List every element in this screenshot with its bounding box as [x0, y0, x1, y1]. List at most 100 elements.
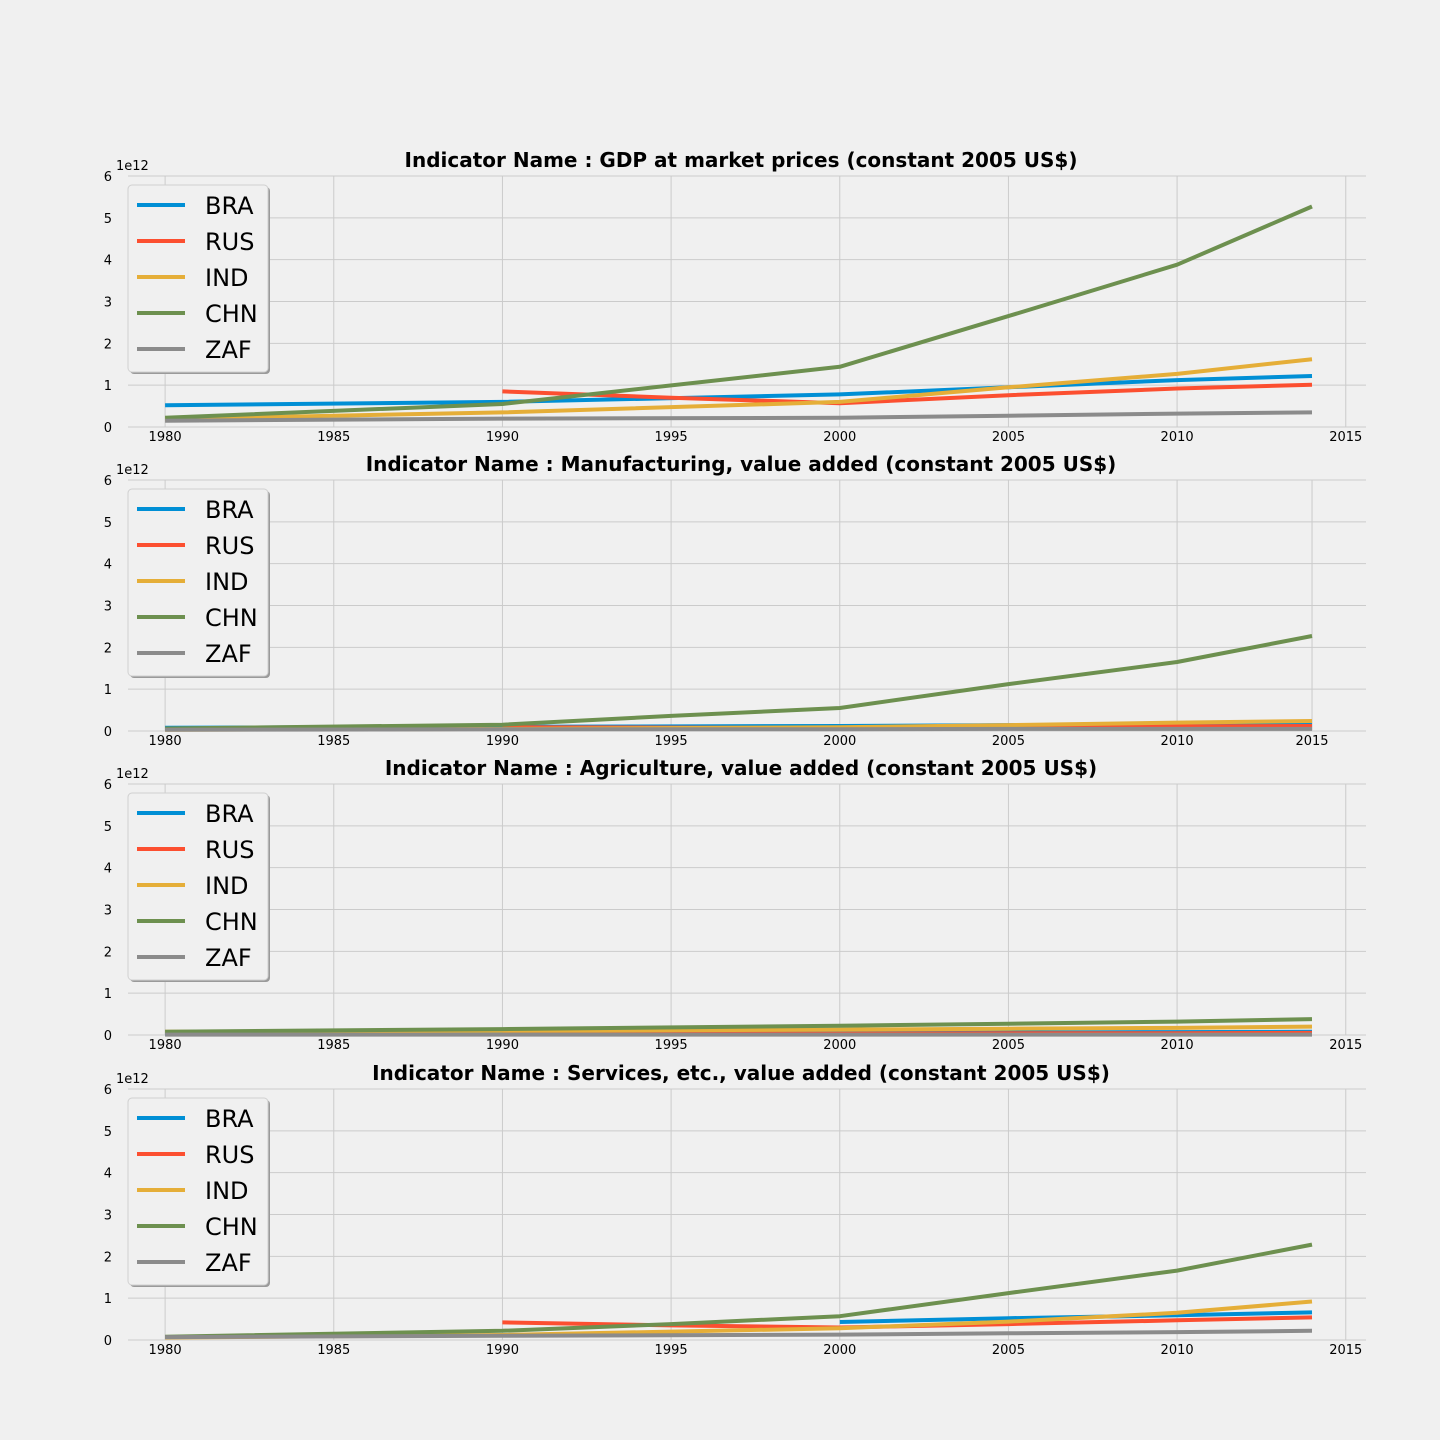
- y-tick-label: 3: [104, 904, 112, 919]
- x-tick-label: 2000: [823, 430, 856, 445]
- legend-label: ZAF: [205, 944, 252, 972]
- legend-label: BRA: [205, 192, 254, 220]
- series-line-rus: [502, 382, 1313, 406]
- legend-label: ZAF: [205, 336, 252, 364]
- y-tick-label: 4: [104, 254, 112, 269]
- series-line-bra: [165, 374, 1313, 408]
- x-tick-label: 1995: [655, 1038, 688, 1053]
- y-tick-label: 6: [104, 778, 112, 793]
- y-tick-label: 5: [104, 212, 112, 227]
- x-tick-label: 1985: [317, 1038, 350, 1053]
- legend: BRA RUS IND CHN ZAF: [127, 1097, 270, 1287]
- legend-label: RUS: [205, 532, 254, 560]
- x-tick-label: 1980: [149, 734, 182, 749]
- y-tick-label: 4: [104, 558, 112, 573]
- y-offset-text: 1e12: [116, 1072, 149, 1087]
- chart-panel-3: 0 1 2 3 4 5 6 1980 1985 1990 1995 2000 2005 2010 2015 1…: [104, 756, 1366, 1053]
- x-tick-label: 1990: [486, 734, 519, 749]
- y-tick-label: 0: [104, 1029, 112, 1044]
- x-tick-label: 1980: [149, 430, 182, 445]
- x-tick-label: 2010: [1161, 1038, 1194, 1053]
- y-tick-label: 3: [104, 600, 112, 615]
- legend: BRA RUS IND CHN ZAF: [127, 792, 270, 982]
- series-line-zaf: [165, 726, 1312, 732]
- legend-label: CHN: [205, 604, 258, 632]
- legend-box: [127, 792, 269, 981]
- chart-title: Indicator Name : Agriculture, value adde…: [385, 756, 1097, 780]
- chart-panel-1: 0 1 2 3 4 5 6 1980 1985 1990 1995 2000 2005 2010 2015 1…: [104, 148, 1366, 445]
- y-tick-label: 2: [104, 1250, 112, 1265]
- x-tick-label: 2015: [1329, 1343, 1362, 1358]
- y-tick-label: 6: [104, 170, 112, 185]
- chart-title: Indicator Name : Services, etc., value a…: [372, 1061, 1110, 1085]
- y-tick-label: 5: [104, 820, 112, 835]
- legend: BRA RUS IND CHN ZAF: [127, 488, 270, 678]
- y-tick-label: 3: [104, 1209, 112, 1224]
- legend: BRA RUS IND CHN ZAF: [127, 184, 270, 374]
- legend-label: IND: [205, 872, 249, 900]
- legend-label: RUS: [205, 228, 254, 256]
- legend-label: RUS: [205, 836, 254, 864]
- y-tick-label: 1: [104, 683, 112, 698]
- legend-label: RUS: [205, 1141, 254, 1169]
- legend-box: [127, 184, 269, 373]
- series-line-zaf: [165, 410, 1313, 423]
- y-tick-label: 2: [104, 945, 112, 960]
- x-tick-label: 1990: [486, 1343, 519, 1358]
- x-tick-label: 1985: [317, 430, 350, 445]
- x-tick-label: 2005: [992, 734, 1025, 749]
- y-tick-label: 6: [104, 1083, 112, 1098]
- y-offset-text: 1e12: [116, 463, 149, 478]
- series-line-chn: [165, 1017, 1313, 1034]
- legend-label: BRA: [205, 496, 254, 524]
- x-tick-label: 1985: [317, 1343, 350, 1358]
- series-line-chn: [165, 204, 1313, 420]
- y-tick-label: 1: [104, 379, 112, 394]
- y-tick-label: 1: [104, 1292, 112, 1307]
- x-tick-label: 2015: [1329, 430, 1362, 445]
- x-tick-label: 2015: [1295, 734, 1328, 749]
- x-tick-label: 2005: [992, 430, 1025, 445]
- legend-box: [127, 488, 269, 677]
- series-line-chn: [165, 634, 1313, 731]
- y-tick-label: 3: [104, 296, 112, 311]
- chart-panel-4: 0 1 2 3 4 5 6 1980 1985 1990 1995 2000 2005 2010 2015 1…: [104, 1061, 1366, 1358]
- y-tick-label: 2: [104, 641, 112, 656]
- x-tick-label: 2005: [992, 1038, 1025, 1053]
- legend-label: IND: [205, 568, 249, 596]
- legend-label: CHN: [205, 1213, 258, 1241]
- legend-label: BRA: [205, 1105, 254, 1133]
- chart-panel-2: 0 1 2 3 4 5 6 1980 1985 1990 1995 2000 2005 2010 2015 1…: [104, 452, 1366, 749]
- y-tick-label: 5: [104, 516, 112, 531]
- x-tick-label: 2010: [1161, 430, 1194, 445]
- x-tick-label: 2015: [1329, 1038, 1362, 1053]
- legend-label: CHN: [205, 300, 258, 328]
- x-tick-label: 2010: [1161, 734, 1194, 749]
- x-tick-label: 1990: [486, 430, 519, 445]
- y-tick-label: 0: [104, 1334, 112, 1349]
- y-tick-label: 4: [104, 862, 112, 877]
- x-tick-label: 2005: [992, 1343, 1025, 1358]
- y-tick-label: 0: [104, 725, 112, 740]
- legend-label: IND: [205, 264, 249, 292]
- x-tick-label: 2000: [823, 734, 856, 749]
- legend-label: BRA: [205, 800, 254, 828]
- x-tick-label: 1995: [655, 430, 688, 445]
- x-tick-label: 1990: [486, 1038, 519, 1053]
- legend-label: CHN: [205, 908, 258, 936]
- legend-label: ZAF: [205, 640, 252, 668]
- x-tick-label: 2010: [1161, 1343, 1194, 1358]
- legend-label: IND: [205, 1177, 249, 1205]
- legend-box: [127, 1097, 269, 1286]
- y-offset-text: 1e12: [116, 767, 149, 782]
- y-tick-label: 1: [104, 987, 112, 1002]
- x-tick-label: 2000: [823, 1038, 856, 1053]
- series-line-chn: [165, 1242, 1313, 1339]
- y-offset-text: 1e12: [116, 159, 149, 174]
- x-tick-label: 1980: [149, 1038, 182, 1053]
- y-tick-label: 0: [104, 421, 112, 436]
- x-tick-label: 1995: [655, 1343, 688, 1358]
- series-line-ind: [165, 357, 1313, 422]
- legend-label: ZAF: [205, 1249, 252, 1277]
